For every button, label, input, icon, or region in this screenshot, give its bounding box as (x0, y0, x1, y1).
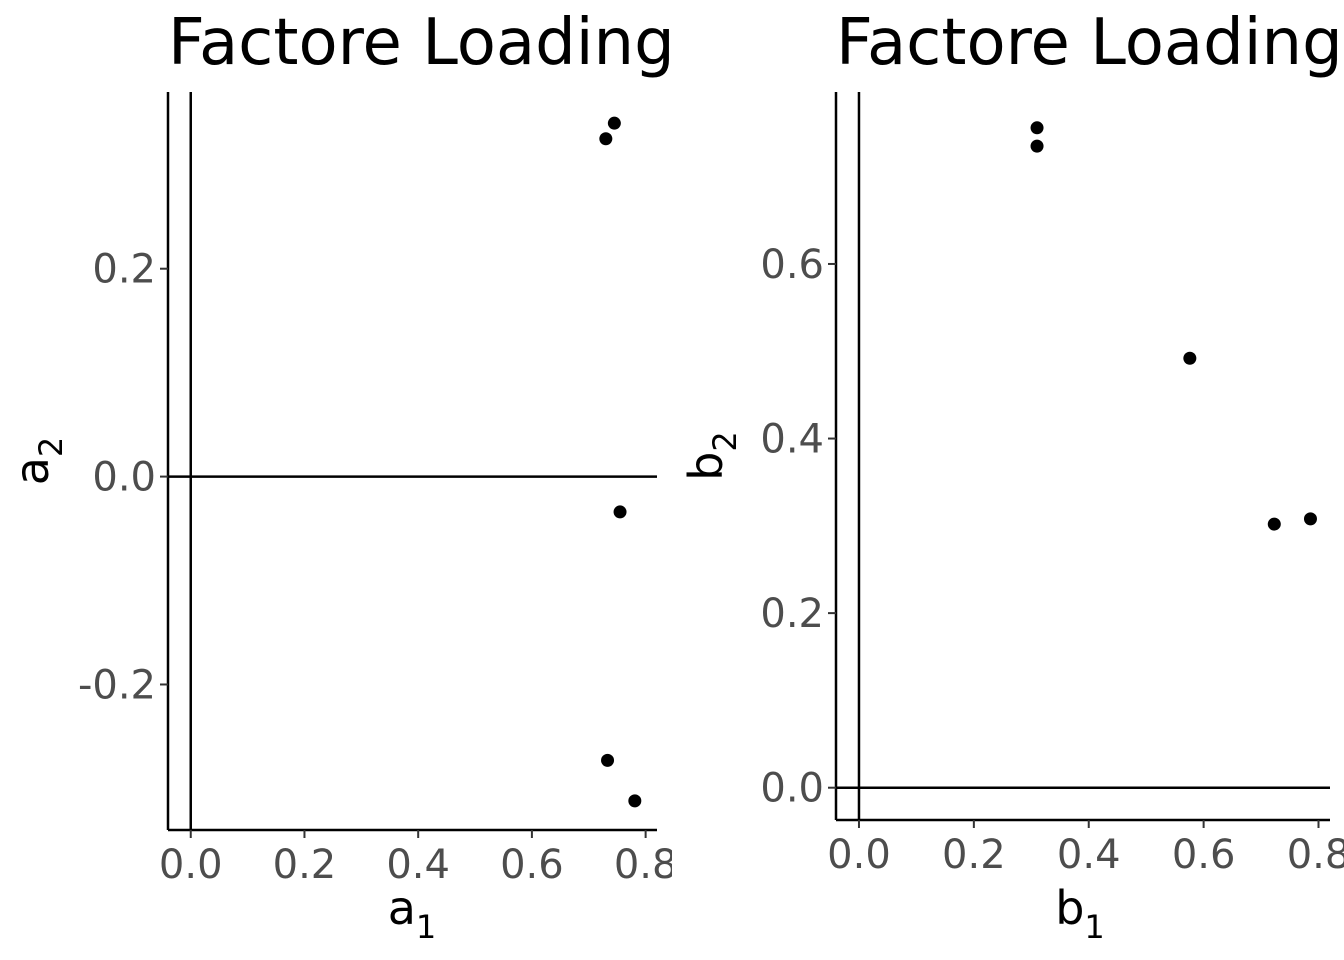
y-tick-label: -0.2 (78, 662, 156, 708)
y-tick-label: 0.2 (760, 591, 824, 637)
data-point (1303, 512, 1317, 526)
x-axis-title: b1 (1055, 881, 1105, 946)
chart-title: Factore Loading (836, 6, 1343, 80)
data-point (1267, 517, 1281, 531)
panel-2: Factore Loading 0.0 0.2 0.4 0.6 0.8 0.0 0.2 0.4 0… (679, 6, 1344, 946)
y-axis-title: a2 (5, 437, 70, 486)
data-point (1183, 351, 1197, 365)
y-tick-label: 0.2 (92, 247, 156, 293)
x-tick-label: 0.8 (614, 842, 678, 888)
x-tick-label: 0.2 (942, 832, 1006, 878)
data-point (601, 753, 615, 767)
x-tick-label: 0.2 (273, 842, 337, 888)
x-tick-label: 0.0 (827, 832, 891, 878)
y-axis-title: b2 (679, 431, 744, 481)
panel-1: Factore Loading 0.0 0.2 0.4 0.6 0.8 -0.2 0.0 0.2… (5, 6, 678, 946)
y-tick-label: 0.6 (760, 242, 824, 288)
x-axis-title: a1 (388, 881, 437, 946)
data-point (599, 132, 613, 146)
x-tick-label: 0.4 (386, 842, 450, 888)
data-point (628, 794, 642, 808)
x-tick-label: 0.4 (1057, 832, 1121, 878)
x-tick-label: 0.6 (500, 842, 564, 888)
x-tick-label: 0.6 (1172, 832, 1236, 878)
x-tick-label: 0.8 (1287, 832, 1344, 878)
chart-title: Factore Loading (168, 6, 675, 80)
x-tick-label: 0.0 (159, 842, 223, 888)
data-point (1030, 139, 1044, 153)
data-point (1030, 121, 1044, 135)
y-tick-label: 0.0 (760, 766, 824, 812)
data-point (607, 116, 621, 130)
data-point (613, 505, 627, 519)
y-tick-label: 0.0 (92, 455, 156, 501)
y-tick-label: 0.4 (760, 417, 824, 463)
